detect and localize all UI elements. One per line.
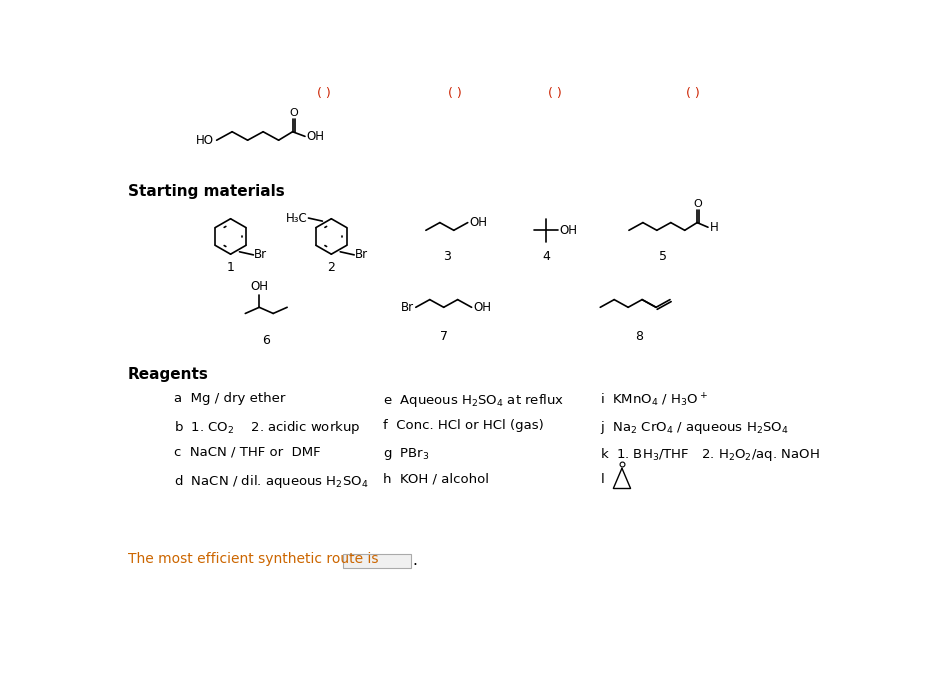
Text: ( ): ( ) (317, 87, 330, 100)
Text: O: O (289, 108, 298, 118)
Text: b  1. CO$_2$    2. acidic workup: b 1. CO$_2$ 2. acidic workup (174, 419, 361, 436)
Text: OH: OH (559, 224, 578, 237)
Text: H₃C: H₃C (286, 211, 308, 225)
Text: Br: Br (401, 301, 414, 314)
Text: ( ): ( ) (449, 87, 463, 100)
Text: e  Aqueous H$_2$SO$_4$ at reflux: e Aqueous H$_2$SO$_4$ at reflux (383, 392, 565, 409)
Text: OH: OH (250, 281, 268, 293)
Text: d  NaCN / dil. aqueous H$_2$SO$_4$: d NaCN / dil. aqueous H$_2$SO$_4$ (174, 473, 368, 490)
Text: OH: OH (473, 301, 491, 314)
Text: 3: 3 (443, 250, 451, 262)
Text: OH: OH (307, 130, 324, 143)
Text: Starting materials: Starting materials (128, 184, 285, 199)
Text: c  NaCN / THF or  DMF: c NaCN / THF or DMF (174, 446, 321, 459)
Text: 1: 1 (226, 261, 235, 274)
Text: l: l (601, 473, 604, 486)
Text: ( ): ( ) (549, 87, 562, 100)
Text: 2: 2 (327, 261, 336, 274)
Text: Br: Br (254, 248, 267, 261)
Text: HO: HO (196, 134, 213, 147)
Bar (343, 554, 412, 568)
Text: 6: 6 (262, 335, 270, 347)
Text: 4: 4 (542, 250, 550, 262)
Text: a  Mg / dry ether: a Mg / dry ether (174, 392, 286, 405)
Text: 8: 8 (635, 330, 643, 344)
Text: The most efficient synthetic route is: The most efficient synthetic route is (128, 552, 378, 566)
Text: .: . (413, 553, 417, 568)
Text: H: H (709, 220, 718, 234)
Text: f  Conc. HCl or HCl (gas): f Conc. HCl or HCl (gas) (383, 419, 544, 432)
Text: h  KOH / alcohol: h KOH / alcohol (383, 473, 489, 486)
Text: OH: OH (469, 216, 488, 229)
Text: g  PBr$_3$: g PBr$_3$ (383, 446, 430, 462)
Text: ( ): ( ) (686, 87, 700, 100)
Text: Br: Br (355, 248, 368, 261)
Text: Reagents: Reagents (128, 367, 209, 382)
Text: k  1. BH$_3$/THF   2. H$_2$O$_2$/aq. NaOH: k 1. BH$_3$/THF 2. H$_2$O$_2$/aq. NaOH (601, 446, 819, 463)
Text: j  Na$_2$ CrO$_4$ / aqueous H$_2$SO$_4$: j Na$_2$ CrO$_4$ / aqueous H$_2$SO$_4$ (601, 419, 789, 436)
Text: i  KMnO$_4$ / H$_3$O$^+$: i KMnO$_4$ / H$_3$O$^+$ (601, 392, 708, 410)
Text: 7: 7 (439, 330, 448, 344)
Text: O: O (693, 199, 703, 209)
Text: 5: 5 (659, 250, 667, 262)
